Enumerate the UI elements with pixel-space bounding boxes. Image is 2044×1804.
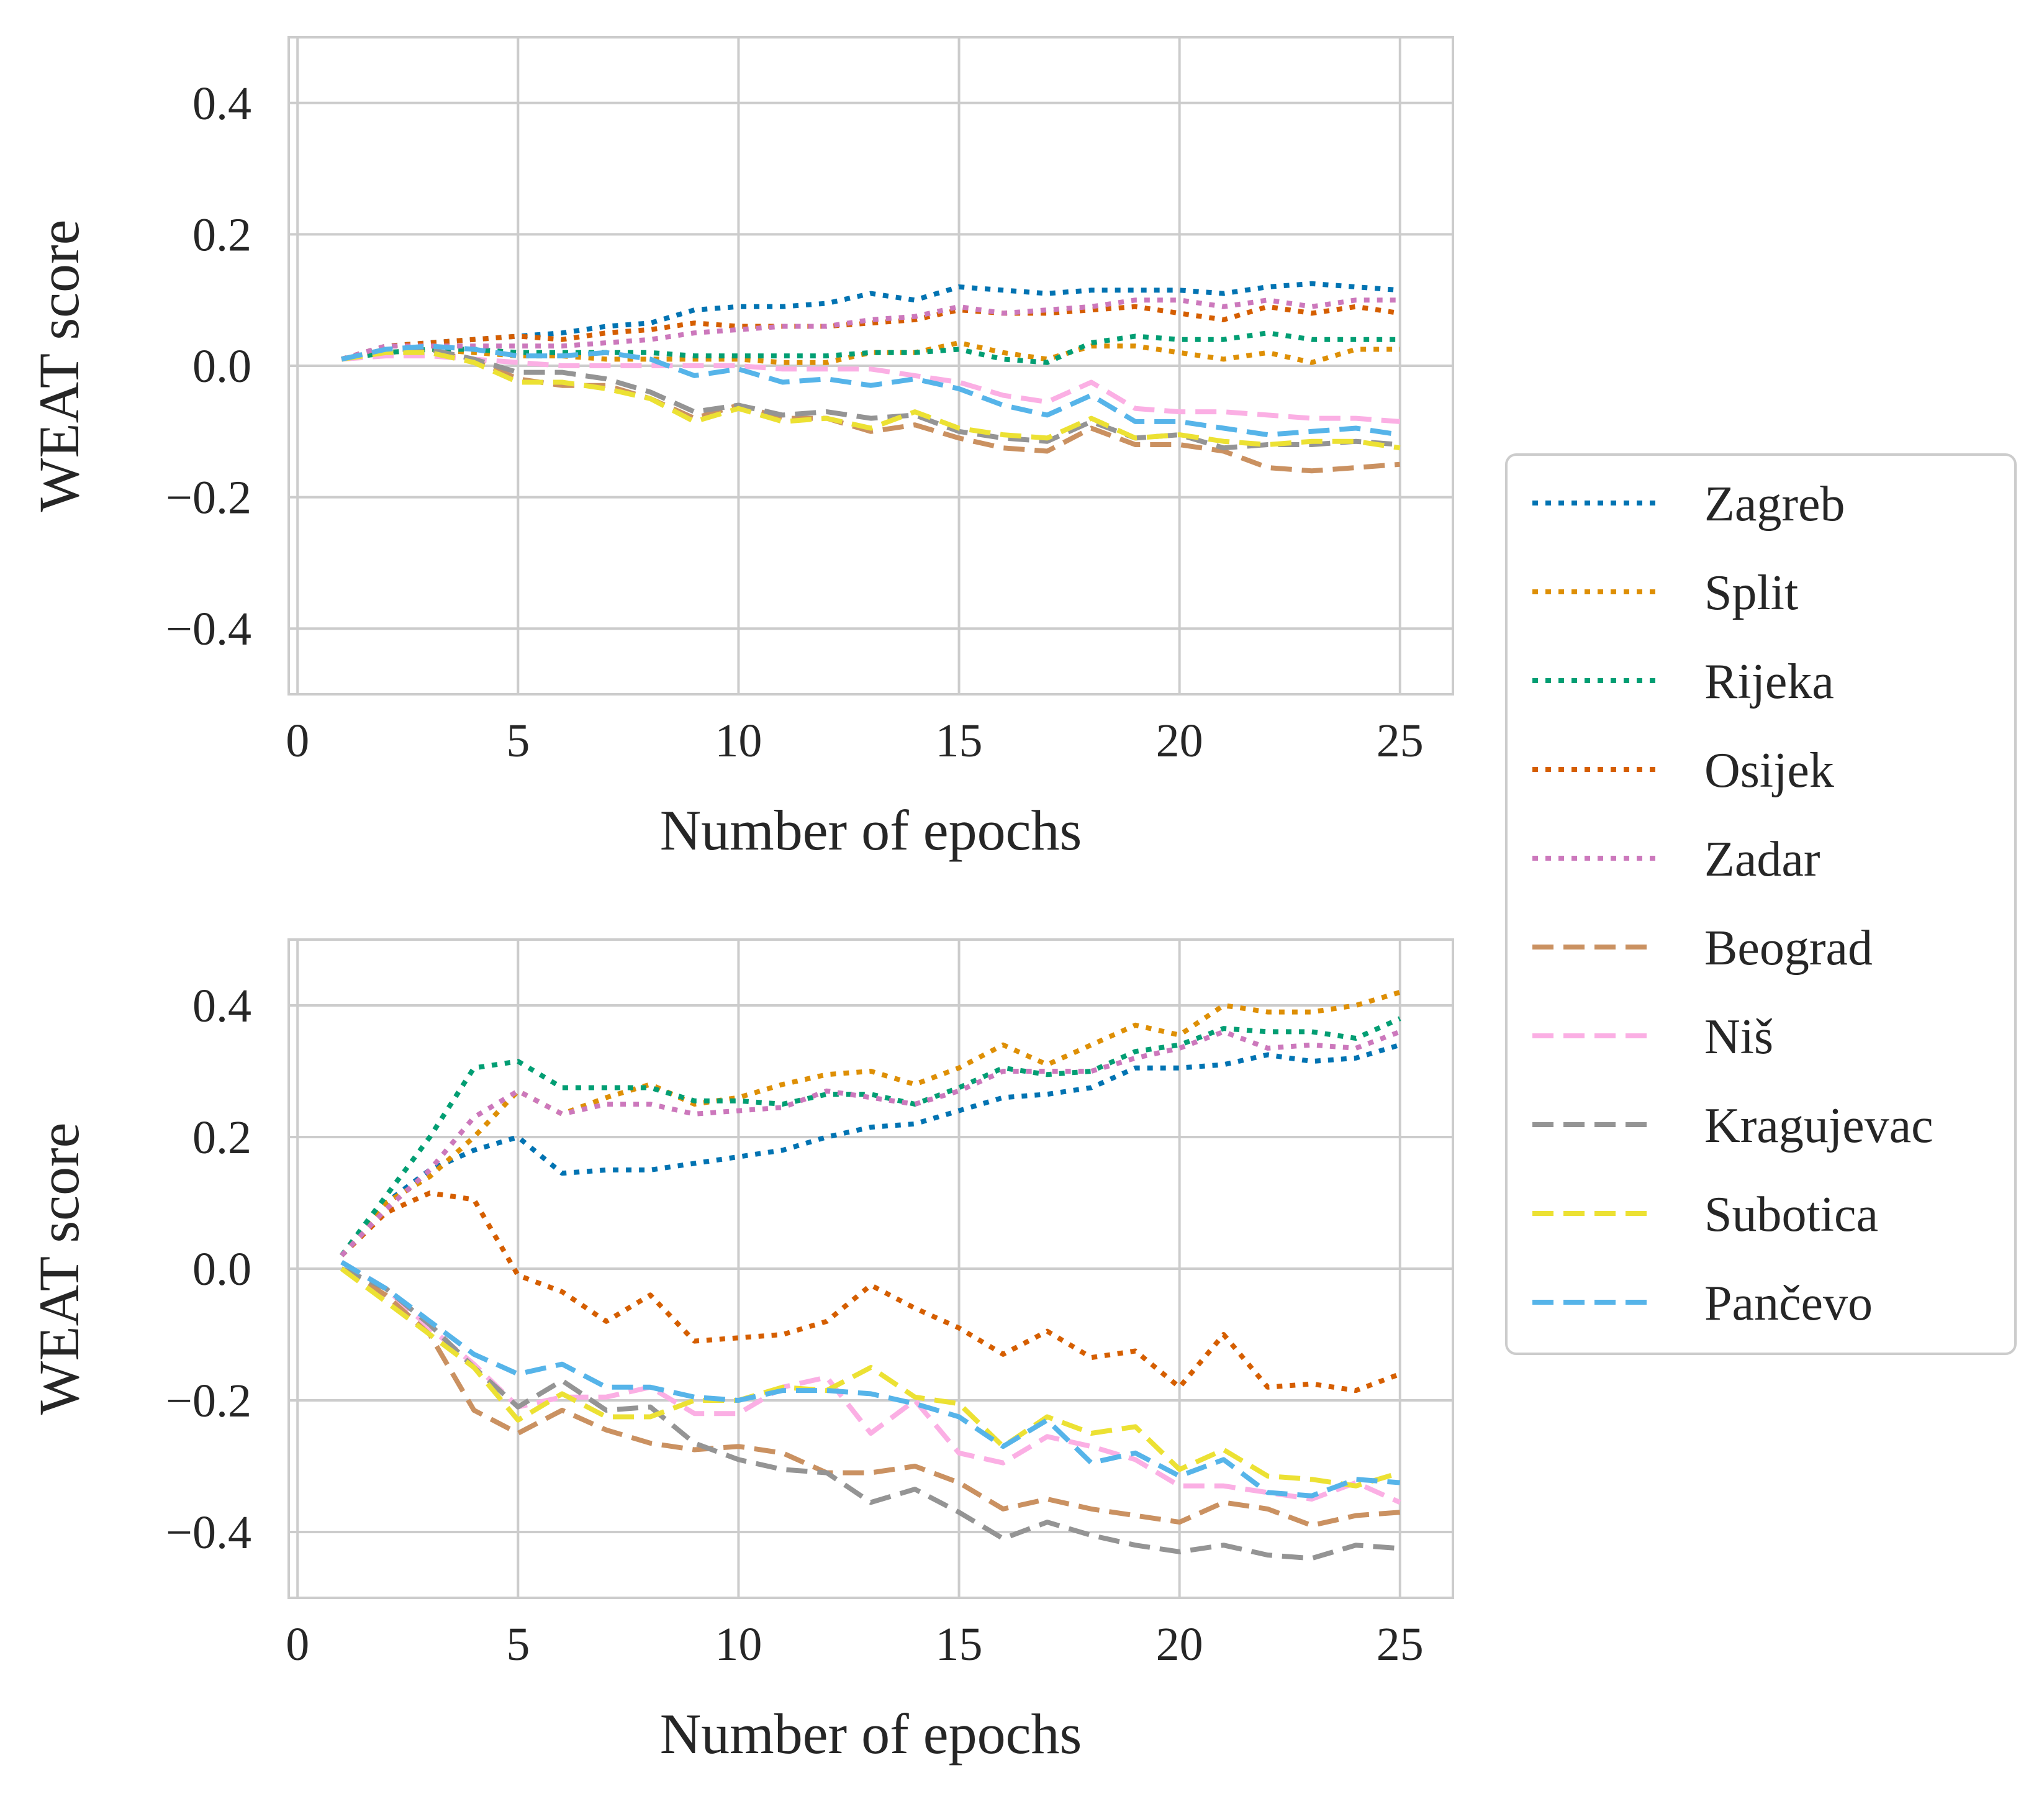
grid [289,940,1453,1598]
y-axis-label: WEAT score [27,1123,91,1415]
series-line-osijek [341,304,1401,362]
y-tick-label: −0.2 [166,472,251,524]
legend-label-rijeka: Rijeka [1704,655,1834,709]
chart-bottom: 0 5 10 15 20 25 0.4 0.2 0.0 −0.2 −0.4 Number of ep… [27,938,1454,1765]
series-lines [339,989,1401,1561]
legend-label-nis: Niš [1704,1010,1773,1064]
legend-item-subotica: Subotica [1532,1187,1878,1242]
legend-box [1505,453,2017,1355]
x-tick-label: 0 [286,1618,309,1670]
legend-label-beograd: Beograd [1704,921,1873,976]
plot-frame [287,938,1454,1599]
legend-item-split: Split [1532,566,1798,620]
series-line-kragujevac [341,347,1401,451]
legend: Zagreb Split Rijeka Osijek Zadar Beograd Niš Kr… [1505,453,2017,1355]
legend-label-pancevo: Pančevo [1704,1276,1873,1331]
x-tick-label: 15 [936,715,983,767]
legend-entries: Zagreb Split Rijeka Osijek Zadar Beograd Niš Kr… [1532,477,1933,1331]
y-tick-label: 0.2 [192,209,251,261]
series-lines [341,281,1401,474]
x-tick-label: 15 [936,1618,983,1670]
legend-item-kragujevac: Kragujevac [1532,1099,1933,1153]
x-tick-label: 0 [286,715,309,767]
y-tick-label: 0.4 [192,78,251,130]
y-tick-label: 0.0 [192,1243,251,1295]
y-tick-label: −0.4 [166,603,251,655]
y-tick-label: 0.4 [192,980,251,1032]
y-tick-label: −0.2 [166,1375,251,1427]
x-tick-label: 10 [715,1618,762,1670]
series-line-split [341,340,1400,365]
legend-label-subotica: Subotica [1704,1187,1878,1242]
series-line-nis [341,353,1401,424]
x-tick-label: 10 [715,715,762,767]
x-tick-label: 25 [1377,715,1424,767]
tick-labels: 0 5 10 15 20 25 0.4 0.2 0.0 −0.2 −0.4 [166,78,1424,767]
x-tick-label: 25 [1377,1618,1424,1670]
x-tick-label: 20 [1156,715,1203,767]
legend-label-split: Split [1704,566,1798,620]
legend-item-zadar: Zadar [1532,832,1820,887]
legend-item-beograd: Beograd [1532,921,1873,976]
x-axis-label: Number of epochs [660,1702,1082,1765]
series-line-rijeka [341,330,1400,365]
legend-label-osijek: Osijek [1704,743,1834,798]
legend-item-pancevo: Pančevo [1532,1276,1873,1331]
series-line-subotica [340,1266,1401,1489]
x-tick-label: 5 [506,1618,530,1670]
x-tick-label: 20 [1156,1618,1203,1670]
tick-labels: 0 5 10 15 20 25 0.4 0.2 0.0 −0.2 −0.4 [166,980,1424,1670]
series-line-subotica [341,350,1401,451]
series-line-beograd [341,350,1401,474]
x-axis-label: Number of epochs [660,799,1082,862]
legend-item-osijek: Osijek [1532,743,1834,798]
y-axis-label: WEAT score [27,220,91,512]
chart-top: 0 5 10 15 20 25 0.4 0.2 0.0 −0.2 −0.4 Number of ep… [27,36,1454,862]
y-tick-label: 0.0 [192,340,251,392]
series-line-zadar [341,297,1400,362]
legend-item-rijeka: Rijeka [1532,655,1834,709]
legend-label-zadar: Zadar [1704,832,1820,887]
legend-label-zagreb: Zagreb [1704,477,1845,532]
series-line-osijek [340,1190,1401,1394]
series-line-split [340,989,1401,1258]
legend-item-zagreb: Zagreb [1532,477,1845,532]
y-tick-label: −0.4 [166,1507,251,1559]
series-line-pancevo [340,1259,1401,1498]
y-tick-label: 0.2 [192,1112,251,1164]
series-line-zagreb [340,1042,1401,1258]
x-tick-label: 5 [506,715,530,767]
legend-item-nis: Niš [1532,1010,1773,1064]
plot-frame [287,36,1454,696]
series-line-rijeka [339,1016,1401,1258]
legend-label-kragujevac: Kragujevac [1704,1099,1933,1153]
series-line-pancevo [341,343,1401,438]
series-line-kragujevac [340,1266,1401,1561]
series-line-zagreb [341,281,1401,362]
